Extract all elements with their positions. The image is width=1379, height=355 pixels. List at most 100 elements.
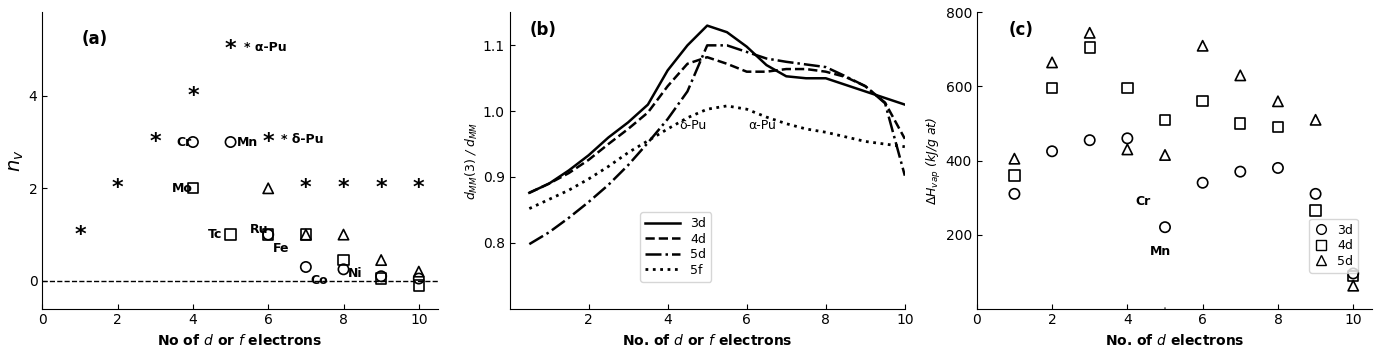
Point xyxy=(1342,271,1364,276)
4d xyxy=(521,191,538,195)
Legend: 3d, 4d, 5d, 5f: 3d, 4d, 5d, 5f xyxy=(640,212,712,282)
Line: 5d: 5d xyxy=(530,45,905,244)
Text: *: * xyxy=(262,132,274,152)
5d xyxy=(896,174,913,178)
Text: *: * xyxy=(188,86,199,106)
4d xyxy=(678,62,695,66)
Point xyxy=(1267,165,1289,171)
5d xyxy=(797,62,814,67)
Text: Ni: Ni xyxy=(348,267,363,280)
Point xyxy=(1305,191,1327,197)
5d xyxy=(718,43,735,48)
Point xyxy=(1154,152,1176,158)
5d xyxy=(699,43,716,48)
3d xyxy=(718,30,735,34)
Point xyxy=(370,257,392,263)
4d xyxy=(758,70,775,74)
4d xyxy=(856,84,873,88)
Point xyxy=(1041,86,1063,91)
5f xyxy=(659,127,676,131)
4d xyxy=(699,55,716,59)
3d xyxy=(521,191,538,195)
Text: Mo: Mo xyxy=(172,182,193,195)
Y-axis label: $d_{MM}(3)$ / $d_{MM}$: $d_{MM}(3)$ / $d_{MM}$ xyxy=(463,121,480,200)
3d xyxy=(678,43,695,48)
5d xyxy=(581,200,597,204)
3d xyxy=(738,44,754,49)
Point xyxy=(1191,180,1214,186)
5d xyxy=(678,89,695,94)
Point xyxy=(256,232,279,237)
3d xyxy=(561,168,578,173)
Text: * α-Pu: * α-Pu xyxy=(244,41,287,54)
Point xyxy=(332,232,354,237)
5f xyxy=(856,139,873,143)
4d xyxy=(561,171,578,175)
Point xyxy=(1229,169,1251,175)
3d xyxy=(877,96,894,100)
Point xyxy=(1117,147,1139,152)
Text: *: * xyxy=(149,132,161,152)
X-axis label: No. of $d$ electrons: No. of $d$ electrons xyxy=(1105,333,1244,348)
Point xyxy=(1078,45,1100,50)
Y-axis label: $\Delta H_{vap}$ (kJ/g at): $\Delta H_{vap}$ (kJ/g at) xyxy=(925,116,943,205)
Text: (c): (c) xyxy=(1008,21,1033,39)
5d xyxy=(818,65,834,69)
Text: Mn: Mn xyxy=(1150,245,1171,258)
5f xyxy=(738,107,754,111)
5f xyxy=(778,121,794,126)
Point xyxy=(1117,136,1139,141)
Point xyxy=(332,257,354,263)
5d xyxy=(758,56,775,61)
Point xyxy=(182,139,204,145)
Text: Tc: Tc xyxy=(208,228,222,241)
4d xyxy=(778,67,794,71)
5f xyxy=(797,127,814,131)
Point xyxy=(1342,273,1364,279)
4d xyxy=(581,158,597,162)
Line: 5f: 5f xyxy=(530,106,905,209)
5d xyxy=(621,163,637,167)
Point xyxy=(370,276,392,282)
5f xyxy=(541,197,557,202)
Point xyxy=(1305,208,1327,213)
Point xyxy=(1267,124,1289,130)
Point xyxy=(332,267,354,272)
Text: Fe: Fe xyxy=(273,242,290,255)
5d xyxy=(659,117,676,121)
Text: Cr: Cr xyxy=(177,136,192,148)
5f xyxy=(600,164,616,169)
Point xyxy=(1229,121,1251,126)
Text: Cr: Cr xyxy=(1135,195,1150,208)
4d xyxy=(621,127,637,131)
Text: * δ-Pu: * δ-Pu xyxy=(281,133,324,146)
Text: *: * xyxy=(338,178,349,198)
3d xyxy=(896,103,913,107)
Point xyxy=(1191,98,1214,104)
4d xyxy=(600,142,616,146)
Text: δ-Pu: δ-Pu xyxy=(680,119,707,132)
4d xyxy=(659,84,676,88)
Point xyxy=(408,283,430,288)
5f xyxy=(640,139,656,143)
Point xyxy=(1191,43,1214,49)
Point xyxy=(1117,86,1139,91)
5d xyxy=(738,50,754,54)
Point xyxy=(1004,191,1026,197)
4d xyxy=(738,70,754,74)
Text: (a): (a) xyxy=(81,30,108,48)
3d xyxy=(818,76,834,80)
3d xyxy=(600,135,616,140)
X-axis label: No of $d$ or $f$ electrons: No of $d$ or $f$ electrons xyxy=(157,333,323,348)
3d xyxy=(778,74,794,78)
5d xyxy=(856,84,873,88)
Text: Mn: Mn xyxy=(237,136,259,148)
Text: *: * xyxy=(412,178,425,198)
Point xyxy=(219,139,241,145)
Text: *: * xyxy=(225,39,236,60)
Point xyxy=(295,232,317,237)
Y-axis label: $n_v$: $n_v$ xyxy=(7,149,26,172)
Point xyxy=(1305,117,1327,123)
3d xyxy=(699,23,716,28)
5f xyxy=(758,115,775,119)
